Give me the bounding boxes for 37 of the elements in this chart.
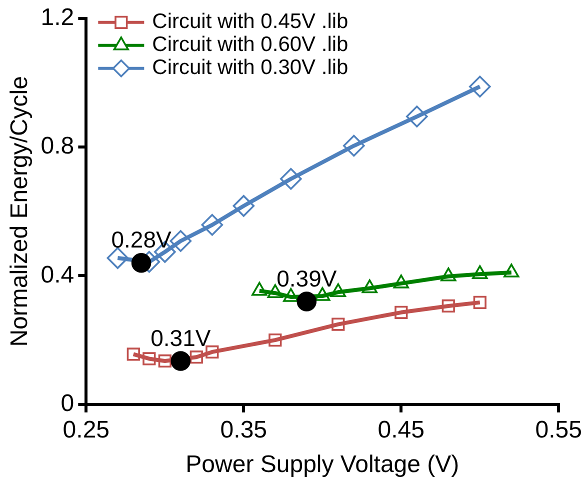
legend-label: Circuit with 0.60V .lib bbox=[152, 33, 348, 56]
point bbox=[206, 345, 219, 359]
legend-label: Circuit with 0.30V .lib bbox=[152, 56, 348, 80]
point bbox=[473, 296, 486, 309]
legend-label: Circuit with 0.45V .lib bbox=[152, 10, 348, 34]
annotation: 0.31V bbox=[150, 324, 212, 351]
y-tick-label: 0 bbox=[60, 390, 74, 418]
y-tick-label: 0.8 bbox=[40, 132, 74, 160]
point bbox=[406, 106, 428, 128]
point bbox=[442, 299, 455, 313]
y-tick-label: 1.2 bbox=[40, 4, 74, 32]
x-tick-label: 0.55 bbox=[535, 416, 582, 444]
point bbox=[131, 252, 152, 273]
annotation: 0.39V bbox=[276, 265, 338, 292]
x-axis-title: Power Supply Voltage (V) bbox=[186, 451, 460, 478]
point bbox=[343, 134, 365, 157]
x-tick-label: 0.35 bbox=[220, 416, 268, 444]
point bbox=[142, 352, 156, 366]
y-axis-title: Normalized Energy/Cycle bbox=[6, 76, 34, 347]
point bbox=[201, 214, 224, 236]
point bbox=[232, 195, 255, 217]
y-tick-label: 0.4 bbox=[40, 261, 74, 288]
point bbox=[106, 247, 129, 269]
point bbox=[332, 318, 345, 331]
point bbox=[126, 348, 140, 361]
point bbox=[268, 334, 282, 347]
x-tick-label: 0.45 bbox=[378, 416, 425, 444]
point bbox=[170, 351, 191, 371]
annotation: 0.28V bbox=[111, 226, 172, 253]
point bbox=[158, 354, 172, 368]
point bbox=[170, 230, 192, 252]
point bbox=[280, 168, 302, 190]
point bbox=[469, 76, 491, 98]
x-tick-label: 0.25 bbox=[62, 416, 110, 444]
point bbox=[296, 292, 317, 312]
point bbox=[190, 350, 203, 364]
point bbox=[394, 306, 408, 319]
